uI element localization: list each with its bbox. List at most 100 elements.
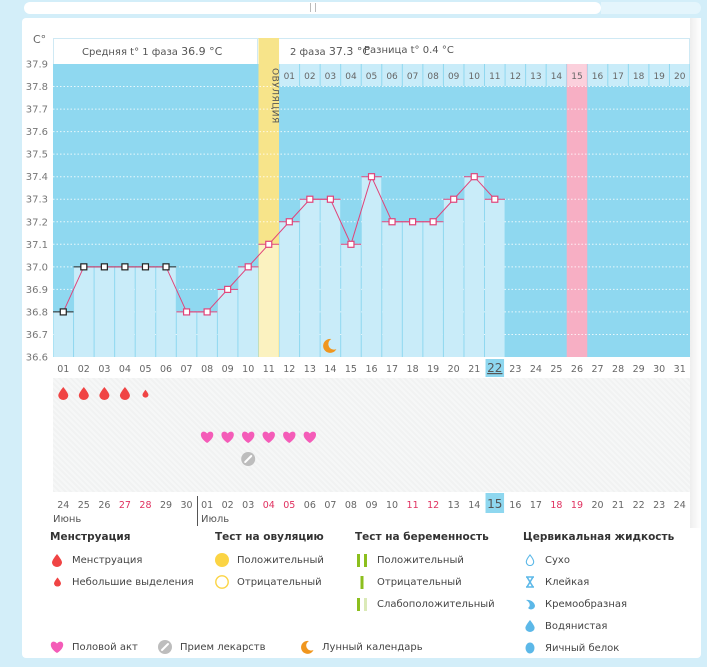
legend-item: Половой акт — [50, 636, 158, 658]
y-tick-label: 36.9 — [26, 285, 48, 296]
cycle-day-label: 19 — [427, 364, 439, 375]
luteal-day-cell — [279, 64, 300, 86]
blood-drop-icon — [50, 553, 64, 567]
calendar-date-label: 04 — [263, 500, 275, 511]
intercourse-heart-icon — [221, 431, 234, 443]
dry-drop-icon — [523, 553, 537, 567]
temperature-bar — [238, 266, 258, 357]
cycle-day-label: 04 — [119, 364, 131, 375]
luteal-day-cell — [608, 64, 628, 86]
temperature-point — [203, 308, 211, 316]
calendar-date-label: 10 — [386, 500, 398, 511]
cycle-day-label: 12 — [283, 364, 295, 375]
cycle-day-label: 11 — [263, 364, 275, 375]
moon-icon — [300, 640, 314, 654]
cycle-day-label: 20 — [448, 364, 460, 375]
temperature-difference: Разница t° 0.4 °C — [364, 45, 454, 56]
circle-negative-icon — [215, 575, 229, 589]
luteal-day-label: 07 — [407, 72, 418, 82]
luteal-day-label: 19 — [653, 72, 665, 82]
luteal-day-cell — [546, 64, 567, 86]
y-tick-label: 37.9 — [26, 60, 48, 71]
legend-item: Положительный — [355, 549, 495, 571]
temperature-bar — [258, 244, 279, 357]
temperature-point — [59, 308, 67, 316]
phase2-summary: 2 фаза 37.3 °C — [290, 45, 371, 58]
horizontal-scrollbar[interactable] — [24, 2, 601, 14]
watery-drop-icon — [523, 619, 537, 633]
menstruation-drop-icon — [119, 387, 130, 401]
ovulation-label: ОВУЛЯЦИЯ — [269, 68, 279, 124]
temperature-bar — [300, 199, 320, 357]
luteal-day-label: 05 — [366, 72, 377, 82]
scrollbar-grip-icon[interactable] — [310, 3, 316, 12]
cycle-day-label: 08 — [201, 364, 213, 375]
luteal-day-label: 18 — [633, 72, 645, 82]
temperature-point — [182, 308, 191, 316]
y-tick-label: 37.2 — [26, 217, 48, 228]
temperature-point — [121, 263, 129, 271]
luteal-day-label: 08 — [427, 72, 439, 82]
expected-period-band — [566, 64, 588, 357]
calendar-date-label: 19 — [571, 500, 583, 511]
temperature-point — [80, 263, 88, 271]
calendar-date-label: 03 — [242, 500, 254, 511]
cycle-day-label: 03 — [98, 364, 110, 375]
calendar-date-label: 21 — [612, 500, 624, 511]
temperature-bar — [74, 266, 94, 357]
y-tick-label: 37.4 — [26, 172, 48, 183]
cycle-day-row — [53, 357, 690, 378]
legend-item: Слабоположительный — [355, 593, 495, 615]
luteal-day-label: 16 — [592, 72, 604, 82]
symptom-grid — [53, 378, 690, 492]
cycle-day-label: 29 — [633, 364, 645, 375]
luteal-day-cell — [443, 64, 464, 86]
phase-summary-header: Средняя t° 1 фаза 36.9 °C 2 фаза 37.3 °C… — [53, 38, 690, 65]
calendar-date-label: 09 — [365, 500, 377, 511]
temperature-bar — [382, 221, 402, 357]
temperature-point — [367, 173, 376, 181]
luteal-day-cell — [464, 64, 485, 86]
legend-item: Положительный — [215, 549, 324, 571]
luteal-day-cell — [361, 64, 382, 86]
calendar-date-label: 14 — [468, 500, 480, 511]
luteal-day-cell — [300, 64, 320, 86]
small-blood-drop-icon — [50, 575, 64, 589]
luteal-day-cell — [382, 64, 402, 86]
calendar-date-label: 12 — [427, 500, 439, 511]
one-line-icon — [355, 575, 369, 589]
temperature-bar — [217, 289, 238, 357]
calendar-date-label: 22 — [633, 500, 645, 511]
sun-positive-icon — [215, 553, 229, 567]
luteal-day-label: 12 — [510, 72, 521, 82]
panel-edge — [690, 18, 701, 528]
calendar-date-label: 18 — [550, 500, 562, 511]
y-tick-label: 37.1 — [26, 240, 48, 251]
temperature-bar — [423, 221, 443, 357]
temperature-point — [162, 263, 170, 271]
luteal-day-label: 10 — [469, 72, 481, 82]
temperature-bar — [402, 221, 423, 357]
temperature-point — [141, 263, 150, 271]
luteal-day-cell — [669, 64, 690, 86]
legend-title: Тест на овуляцию — [215, 531, 324, 543]
cycle-day-label: 22 — [487, 361, 502, 375]
luteal-day-cell — [567, 64, 587, 86]
temperature-bar — [443, 199, 464, 357]
calendar-date-label: 07 — [324, 500, 336, 511]
calendar-date-label: 16 — [509, 500, 521, 511]
y-axis-unit: C° — [33, 33, 47, 46]
luteal-day-label: 15 — [571, 72, 582, 82]
legend-item: Кремообразная — [523, 593, 674, 615]
legend-item: Водянистая — [523, 615, 674, 637]
luteal-day-cell — [341, 64, 361, 86]
temperature-bar — [320, 199, 341, 357]
temperature-point — [491, 195, 499, 203]
temperature-bar — [135, 266, 156, 357]
y-tick-label: 37.3 — [26, 195, 48, 206]
cycle-day-label: 23 — [509, 364, 521, 375]
legend-item: Менструация — [50, 549, 194, 571]
temperature-bar — [94, 266, 115, 357]
temperature-point — [265, 240, 273, 248]
legend-title: Менструация — [50, 531, 131, 543]
